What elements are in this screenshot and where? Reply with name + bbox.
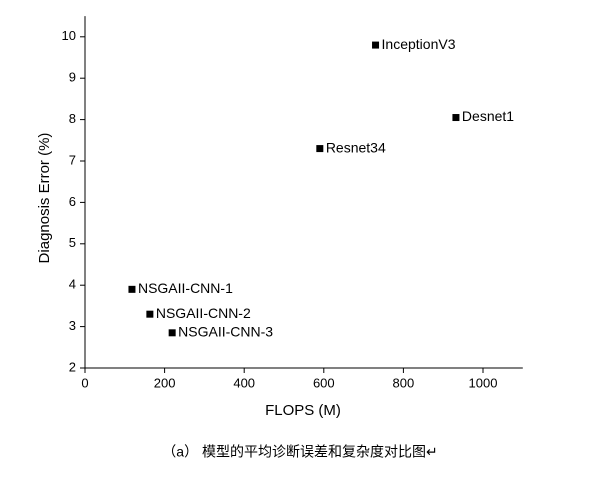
point-label: Resnet34 [326, 139, 386, 155]
y-tick-label: 9 [69, 70, 76, 85]
x-tick-label: 1000 [469, 375, 498, 390]
point [452, 114, 460, 122]
point-label: NSGAII-CNN-1 [138, 280, 233, 296]
point-label: NSGAII-CNN-3 [178, 324, 273, 340]
x-tick-label: 800 [393, 375, 415, 390]
y-axis-label: Diagnosis Error (%) [36, 133, 53, 264]
x-tick-label: 600 [313, 375, 335, 390]
point [372, 41, 380, 49]
y-tick-label: 3 [69, 318, 76, 333]
y-tick-label: 5 [69, 235, 76, 250]
point-label: NSGAII-CNN-2 [156, 305, 251, 321]
x-axis-label: FLOPS (M) [265, 402, 341, 419]
y-tick-label: 10 [62, 28, 76, 43]
y-tick-label: 6 [69, 194, 76, 209]
point-label: Desnet1 [462, 108, 514, 124]
caption: （a） 模型的平均诊断误差和复杂度对比图↵ [162, 444, 437, 460]
y-tick-label: 7 [69, 152, 76, 167]
y-tick-label: 8 [69, 111, 76, 126]
point [128, 285, 136, 293]
y-tick-label: 4 [69, 277, 76, 292]
x-tick-label: 200 [154, 375, 176, 390]
point-label: InceptionV3 [382, 36, 456, 52]
point [146, 310, 154, 318]
x-tick-label: 400 [233, 375, 255, 390]
y-tick-label: 2 [69, 359, 76, 374]
point [316, 145, 324, 153]
x-tick-label: 0 [81, 375, 88, 390]
point [168, 329, 176, 337]
